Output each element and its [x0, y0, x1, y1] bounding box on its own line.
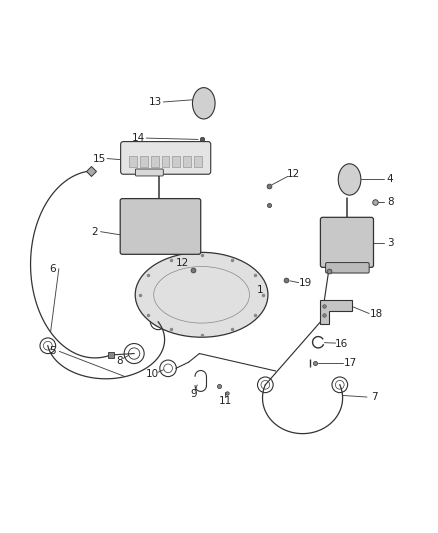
Text: 8: 8	[117, 356, 123, 366]
Bar	[129, 156, 137, 167]
Text: 10: 10	[146, 369, 159, 379]
Bar	[140, 156, 148, 167]
Text: 7: 7	[371, 392, 378, 402]
Text: 11: 11	[219, 395, 232, 406]
Bar	[184, 156, 191, 167]
Text: 18: 18	[370, 309, 383, 319]
Text: 8: 8	[388, 197, 394, 207]
FancyBboxPatch shape	[321, 217, 374, 268]
Text: 4: 4	[386, 174, 393, 184]
Text: 15: 15	[93, 154, 106, 164]
Ellipse shape	[135, 252, 268, 337]
Text: 17: 17	[344, 358, 357, 368]
Bar	[162, 156, 170, 167]
Text: 5: 5	[49, 346, 56, 357]
FancyBboxPatch shape	[120, 142, 211, 174]
FancyBboxPatch shape	[120, 199, 201, 254]
Text: 12: 12	[175, 258, 189, 268]
Text: 3: 3	[388, 238, 394, 247]
Bar	[151, 156, 159, 167]
Text: 13: 13	[149, 97, 162, 107]
Text: 1: 1	[257, 285, 264, 295]
Text: 14: 14	[132, 133, 145, 143]
Text: 9: 9	[191, 389, 197, 399]
Text: 6: 6	[49, 264, 56, 273]
Text: 19: 19	[299, 278, 312, 288]
Bar	[173, 156, 180, 167]
FancyBboxPatch shape	[325, 263, 369, 273]
Text: 16: 16	[335, 338, 348, 349]
Ellipse shape	[338, 164, 361, 195]
Text: 12: 12	[287, 169, 300, 179]
Text: 2: 2	[92, 227, 98, 237]
FancyBboxPatch shape	[135, 169, 163, 176]
Ellipse shape	[192, 87, 215, 119]
Bar	[194, 156, 202, 167]
Polygon shape	[320, 301, 352, 324]
